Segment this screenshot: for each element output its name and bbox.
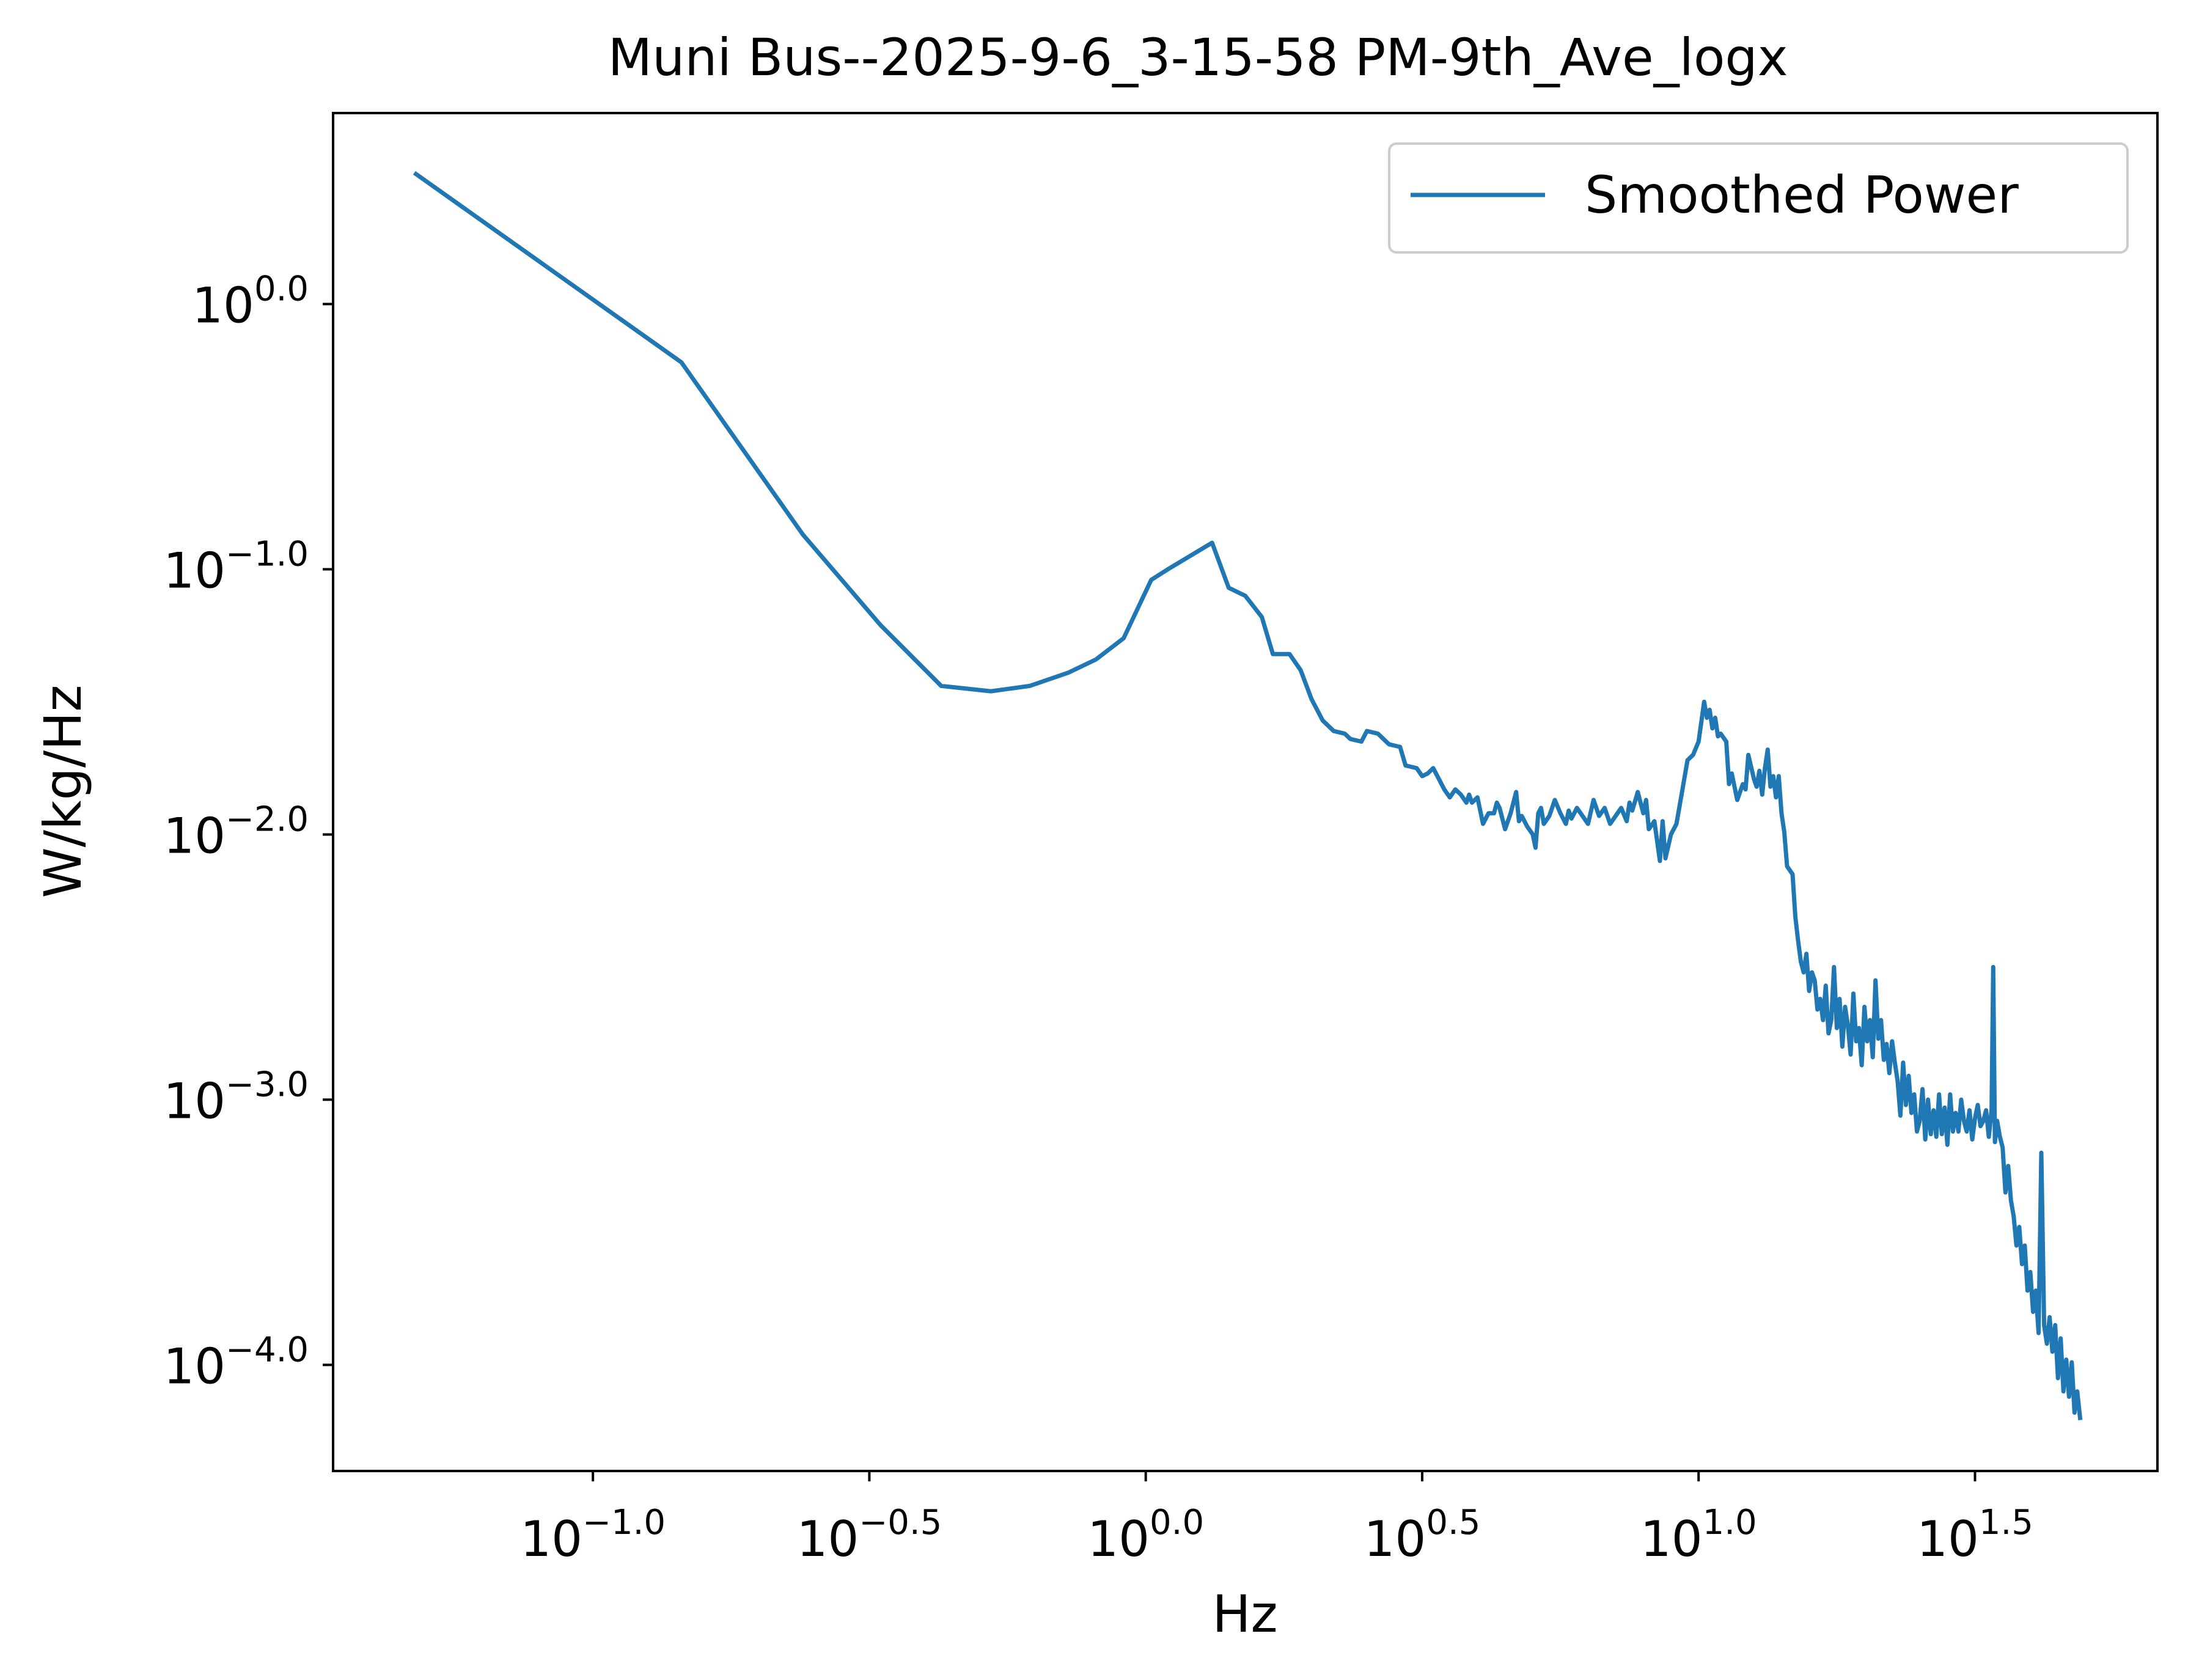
x-tick-exponent: −1.0: [582, 1503, 666, 1542]
series-line-0: [413, 171, 2083, 1421]
series-layer: [413, 171, 2083, 1421]
y-tick-exponent: −1.0: [226, 534, 309, 574]
x-tick-exponent: 1.0: [1703, 1503, 1757, 1542]
x-tick-label: 100.0: [1087, 1503, 1204, 1568]
x-tick-label: 10−1.0: [520, 1503, 666, 1568]
legend[interactable]: Smoothed Power: [1388, 142, 2129, 254]
y-tick-label: 100.0: [192, 269, 309, 334]
chart-title: Muni Bus--2025-9-6_3-15-58 PM-9th_Ave_lo…: [608, 28, 1788, 87]
y-axis-label: W/kg/Hz: [33, 685, 93, 898]
x-tick-exponent: 0.0: [1150, 1503, 1204, 1542]
x-tick-label: 101.0: [1640, 1503, 1757, 1568]
x-axis: 10−1.0 10−0.5 100.0 100.5 101.0 101.5: [520, 1471, 2033, 1568]
legend-label: Smoothed Power: [1585, 165, 2019, 225]
x-tick-exponent: 1.5: [1979, 1503, 2033, 1542]
y-tick-exponent: −3.0: [226, 1065, 309, 1104]
x-tick-exponent: −0.5: [859, 1503, 942, 1542]
x-tick-label: 10−0.5: [797, 1503, 942, 1568]
y-tick-exponent: 0.0: [254, 269, 309, 309]
x-tick-exponent: 0.5: [1426, 1503, 1480, 1542]
x-tick-label: 100.5: [1364, 1503, 1481, 1568]
axes-frame: [332, 112, 2159, 1472]
y-tick-exponent: −4.0: [226, 1330, 309, 1370]
y-tick-exponent: −2.0: [226, 799, 309, 839]
x-axis-label: Hz: [1212, 1584, 1277, 1644]
legend-box: [1388, 142, 2129, 254]
plot-area: [332, 112, 2159, 1472]
